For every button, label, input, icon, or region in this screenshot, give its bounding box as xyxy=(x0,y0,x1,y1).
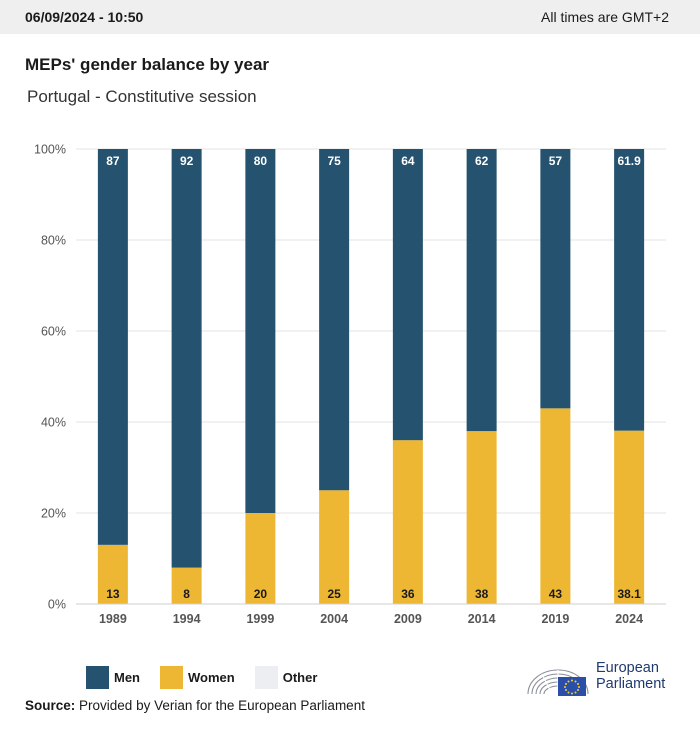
bar-men xyxy=(614,149,645,431)
bar-women xyxy=(171,567,202,604)
bar-men xyxy=(466,149,497,432)
x-tick-label: 2009 xyxy=(394,612,422,626)
data-label-women: 13 xyxy=(106,587,120,601)
data-label-women: 36 xyxy=(401,587,415,601)
bar-men xyxy=(540,149,571,409)
timezone-note: All times are GMT+2 xyxy=(541,9,669,25)
x-tick-label: 2024 xyxy=(615,612,643,626)
data-label-men: 62 xyxy=(475,154,489,168)
bar-women xyxy=(540,408,571,604)
bar-men xyxy=(245,149,276,513)
chart-subtitle: Portugal - Constitutive session xyxy=(27,87,257,106)
legend-swatch-other xyxy=(254,666,278,689)
european-parliament-logo: European Parliament xyxy=(524,660,684,700)
x-tick-label: 2014 xyxy=(468,612,496,626)
bar-women xyxy=(466,431,497,604)
data-label-men: 57 xyxy=(549,154,563,168)
parliament-hemicycle-icon xyxy=(527,669,589,696)
legend-swatch-men xyxy=(86,666,109,689)
bar-men xyxy=(171,149,202,568)
bar-women xyxy=(97,544,128,604)
bar-men xyxy=(319,149,350,491)
source-text: Provided by Verian for the European Parl… xyxy=(79,698,365,713)
legend-label-men: Men xyxy=(114,670,140,685)
x-tick-label: 1999 xyxy=(246,612,274,626)
bar-men xyxy=(97,149,128,545)
x-tick-label: 2019 xyxy=(541,612,569,626)
source-note: Source: Provided by Verian for the Europ… xyxy=(25,698,365,713)
bar-women xyxy=(392,440,423,604)
data-label-women: 38.1 xyxy=(617,587,641,601)
top-bar: 06/09/2024 - 10:50 All times are GMT+2 xyxy=(0,0,700,34)
x-tick-label: 2004 xyxy=(320,612,348,626)
logo-line-2: Parliament xyxy=(596,676,666,692)
data-label-men: 75 xyxy=(327,154,341,168)
logo-text: European Parliament xyxy=(596,660,665,692)
data-label-men: 61.9 xyxy=(617,154,641,168)
legend-item-other[interactable]: Other xyxy=(254,666,318,689)
y-tick-label: 100% xyxy=(34,143,66,157)
y-tick-label: 80% xyxy=(41,234,66,248)
bar-women xyxy=(319,490,350,604)
y-tick-label: 60% xyxy=(41,325,66,339)
bar-women xyxy=(245,513,276,604)
data-label-women: 8 xyxy=(183,587,190,601)
legend-item-men[interactable]: Men xyxy=(86,666,140,689)
legend-label-other: Other xyxy=(282,670,318,685)
data-label-men: 87 xyxy=(106,154,120,168)
gender-balance-chart: 0% 20% 40% 60% 80% 100% 87 13 1989 92 8 1994 80 20 199… xyxy=(34,143,666,626)
data-label-women: 43 xyxy=(549,587,563,601)
y-tick-label: 40% xyxy=(41,416,66,430)
data-label-women: 25 xyxy=(327,587,341,601)
data-label-men: 92 xyxy=(180,154,194,168)
x-tick-label: 1994 xyxy=(173,612,201,626)
legend-label-women: Women xyxy=(188,670,235,685)
legend-swatch-women xyxy=(160,666,183,689)
bar-women xyxy=(614,430,645,604)
data-label-women: 20 xyxy=(254,587,268,601)
y-tick-label: 20% xyxy=(41,507,66,521)
chart-title: MEPs' gender balance by year xyxy=(25,55,270,74)
source-label: Source: xyxy=(25,698,76,713)
legend-item-women[interactable]: Women xyxy=(160,666,235,689)
x-tick-label: 1989 xyxy=(99,612,127,626)
y-tick-label: 0% xyxy=(48,598,66,612)
data-label-women: 38 xyxy=(475,587,489,601)
timestamp: 06/09/2024 - 10:50 xyxy=(25,9,144,25)
bar-men xyxy=(392,149,423,441)
data-label-men: 80 xyxy=(254,154,268,168)
logo-line-1: European xyxy=(596,660,659,676)
data-label-men: 64 xyxy=(401,154,415,168)
legend: Men Women Other xyxy=(86,666,337,689)
